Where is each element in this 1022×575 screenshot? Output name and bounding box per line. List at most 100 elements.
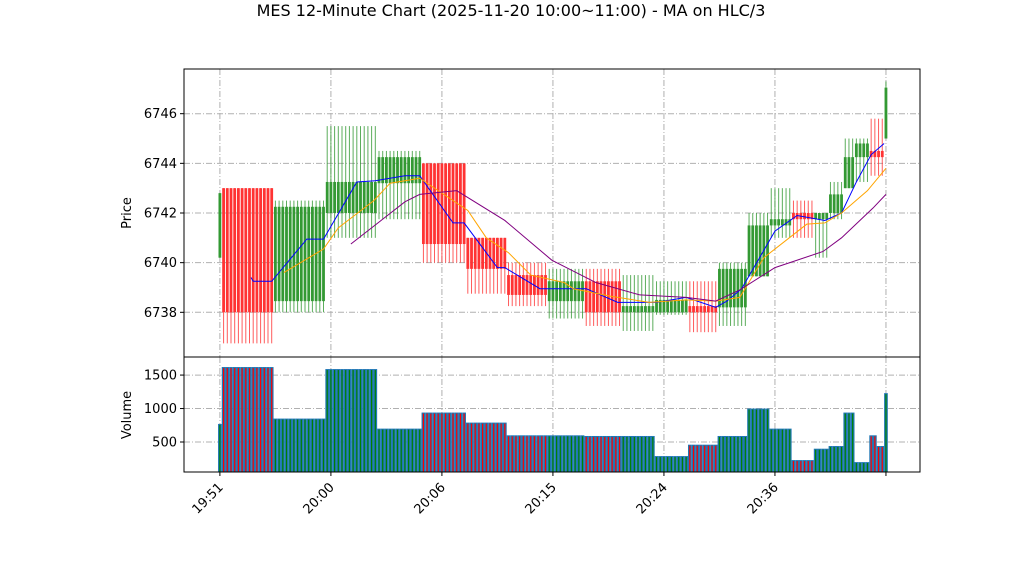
candle-body [570,281,573,302]
candle-body [769,219,773,226]
candle-body [333,181,337,213]
candle-body [784,219,788,226]
candle-body [625,306,629,313]
candle-body [451,163,455,245]
candle-body [658,299,662,313]
candle-body [814,213,818,220]
candle-body [695,306,699,313]
candle-body [370,181,374,213]
candle-body [303,206,307,302]
candle-body [803,213,806,220]
candle-body [673,299,677,313]
chart-title: MES 12-Minute Chart (2025-11-20 10:00~11… [257,1,766,20]
candle-body [244,188,248,313]
candle-body [462,163,466,245]
candle-body [248,188,251,313]
candle-body [729,268,732,308]
candle-body [477,237,481,269]
candle-body [766,225,769,277]
candle-body [351,181,355,213]
price-y-tick-label: 6744 [144,157,177,172]
candle-body [647,306,651,313]
candle-body [299,206,303,302]
candle-body [373,181,377,213]
candle-body [433,163,436,245]
candle-body [773,219,777,226]
candle-body [225,188,229,313]
candle-body [699,306,703,313]
candle-body [595,281,599,313]
candle-body [825,213,829,220]
candle-body [732,268,736,308]
ma-fast-line [250,143,885,308]
candle-body [873,150,877,158]
candle-body [725,268,729,308]
candle-body [510,275,514,295]
candles [218,81,888,344]
candle-body [440,163,444,245]
candle-body [381,157,385,184]
volume-bars [218,367,888,472]
candle-body [396,157,399,184]
candle-body [780,219,784,226]
price-y-tick-label: 6742 [144,207,177,222]
price-y-tick-label: 6740 [144,256,177,271]
price-y-tick-label: 6746 [144,107,177,122]
candle-body [817,213,821,220]
candle-body [422,163,425,245]
candle-body [758,225,762,277]
volume-axes-frame [183,356,921,473]
candle-body [840,194,843,213]
candle-body [651,306,655,313]
candle-body [751,225,755,277]
candle-body [851,157,855,189]
candle-body [832,194,836,213]
x-tick-label: 20:15 [523,480,560,517]
candle-body [736,268,740,308]
candle-body [251,188,255,313]
candle-body [233,188,237,313]
candle-body [336,181,340,213]
volume-y-tick-label: 1500 [144,369,177,384]
candle-body [410,157,414,184]
candle-body [810,213,814,220]
candle-body [340,181,344,213]
candle-body [681,299,684,313]
candle-body [311,206,314,302]
candle-body [273,206,277,302]
candle-body [281,206,285,302]
candle-body [847,157,851,189]
candle-body [322,206,325,302]
candle-body [540,275,544,295]
candle-body [499,237,503,269]
candle-body [429,163,433,245]
candle-body [259,188,262,313]
candle-body [632,306,636,313]
candle-body [843,157,847,189]
candle-body [459,163,462,245]
candle-body [684,299,688,313]
candle-body [721,268,725,308]
volume-axis-label: Volume [120,391,135,439]
candle-body [866,143,869,158]
candle-body [558,281,562,302]
candle-body [718,268,721,308]
candle-body [547,281,551,302]
candle-body [325,181,329,213]
candle-body [714,306,718,313]
candle-body [677,299,681,313]
candle-body [640,306,644,313]
candle-body [521,275,525,295]
candle-body [854,143,858,158]
candle-body [692,306,695,313]
candle-body [884,87,888,139]
candle-body [481,237,485,269]
candle-body [355,181,359,213]
candle-body [655,299,658,313]
moving-averages [250,143,887,308]
candle-body [470,237,473,269]
candle-body [407,157,411,184]
candle-body [829,194,832,213]
candle-body [403,157,407,184]
